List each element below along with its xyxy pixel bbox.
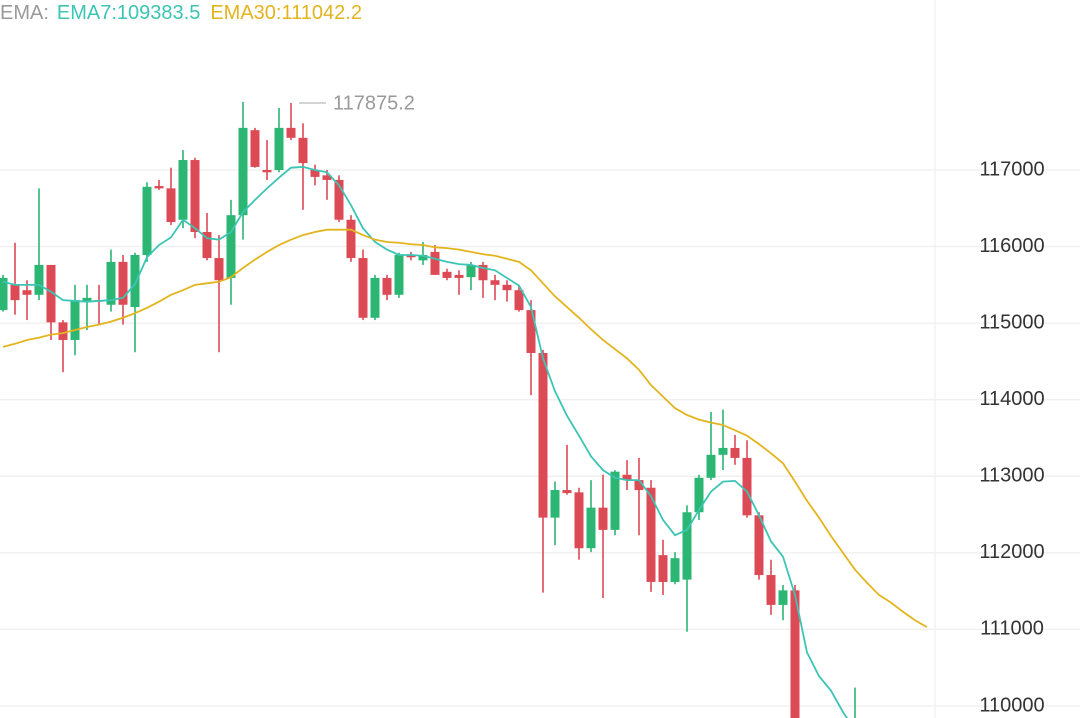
candle-body xyxy=(238,127,248,216)
y-tick-label: 112000 xyxy=(979,541,1044,563)
candle-body xyxy=(262,169,272,173)
legend: EMA: EMA7:109383.5 EMA30:111042.2 xyxy=(0,2,362,24)
legend-entry: EMA7:109383.5 xyxy=(57,2,200,24)
y-tick-label: 110000 xyxy=(979,694,1044,716)
candle-body xyxy=(574,492,584,549)
candle-body xyxy=(646,487,656,582)
candle-body xyxy=(178,160,188,220)
candle-body xyxy=(454,274,464,278)
candle-body xyxy=(502,284,512,291)
candle-body xyxy=(382,277,392,295)
candle-body xyxy=(22,290,32,295)
candle-body xyxy=(670,558,680,582)
candle-body xyxy=(106,261,116,305)
y-tick-label: 115000 xyxy=(979,311,1044,333)
candle-body xyxy=(694,477,704,513)
candle-body xyxy=(394,254,404,295)
candle-body xyxy=(250,130,260,167)
candle-body xyxy=(298,137,308,164)
legend-title: EMA: xyxy=(0,2,49,24)
candle-body xyxy=(358,258,368,318)
candle-body xyxy=(550,490,560,518)
candle-body xyxy=(754,515,764,576)
candle-body xyxy=(226,215,236,278)
ema-line xyxy=(2,228,928,628)
candle-body xyxy=(490,280,500,285)
candle-body xyxy=(538,352,548,518)
candle-body xyxy=(190,160,200,233)
candle-body xyxy=(430,251,440,275)
y-tick-label: 116000 xyxy=(979,235,1044,257)
candle-body xyxy=(46,264,56,323)
candle-body xyxy=(658,555,668,582)
candle-body xyxy=(610,471,620,530)
candle-body xyxy=(682,512,692,580)
candle-body xyxy=(730,447,740,458)
ema-line xyxy=(2,166,849,718)
candle-body xyxy=(142,186,152,255)
candle-body xyxy=(10,284,20,301)
candle-body xyxy=(442,271,452,278)
y-tick-label: 113000 xyxy=(979,465,1044,487)
candle-body xyxy=(310,169,320,177)
candle-body xyxy=(334,179,344,220)
candle-body xyxy=(418,254,428,261)
candle-body xyxy=(478,264,488,281)
candle-body xyxy=(526,310,536,353)
candle-body xyxy=(202,232,212,259)
y-tick-label: 117000 xyxy=(979,158,1044,180)
candle-body xyxy=(742,457,752,516)
candle-body xyxy=(82,297,92,302)
candle-body xyxy=(274,127,284,170)
candle-body xyxy=(130,254,140,308)
candle-body xyxy=(406,254,416,258)
candle-body xyxy=(118,261,128,305)
candle-body xyxy=(346,219,356,259)
candle-body xyxy=(778,590,788,605)
candle-body xyxy=(706,454,716,478)
candle-body xyxy=(322,175,332,180)
y-tick-label: 114000 xyxy=(979,388,1044,410)
candle-body xyxy=(166,188,176,223)
candle-body xyxy=(154,186,164,189)
candle-body xyxy=(562,490,572,494)
legend-entry: EMA30:111042.2 xyxy=(210,2,362,24)
candle-body xyxy=(598,507,608,530)
candle-body xyxy=(718,447,728,455)
candle-body xyxy=(766,575,776,605)
candle-body xyxy=(286,127,296,138)
candle-body xyxy=(466,264,476,278)
candle-body xyxy=(634,480,644,491)
candle-body xyxy=(790,590,800,718)
y-tick-label: 111000 xyxy=(980,618,1044,640)
candle-body xyxy=(370,277,380,318)
candle-body xyxy=(0,277,8,311)
candle-body xyxy=(214,258,224,281)
max-label: 117875.2 xyxy=(333,92,415,114)
candle-body xyxy=(34,264,44,295)
candle-body xyxy=(514,290,524,311)
candle-body xyxy=(622,474,632,481)
candle-body xyxy=(70,300,80,340)
candle-body xyxy=(586,507,596,549)
candle-body xyxy=(58,322,68,340)
